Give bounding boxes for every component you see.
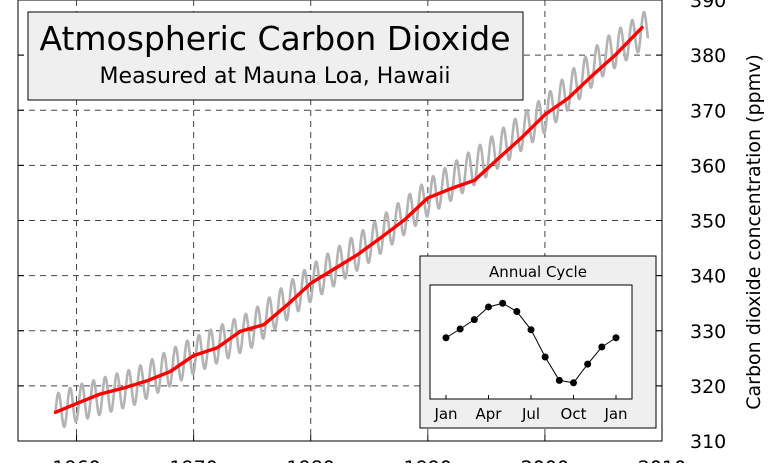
annual-cycle-point xyxy=(456,325,464,333)
inset-tick-label: Jan xyxy=(603,405,627,423)
annual-cycle-point xyxy=(541,353,549,361)
chart-title: Atmospheric Carbon Dioxide xyxy=(39,19,510,58)
title-box: Atmospheric Carbon Dioxide Measured at M… xyxy=(27,11,524,101)
inset-series-layer xyxy=(442,299,620,387)
x-tick-label: 1980 xyxy=(287,457,335,463)
annual-cycle-point xyxy=(485,303,492,311)
inset-box: Annual Cycle Jan Apr Jul Oct Jan xyxy=(419,255,657,429)
annual-cycle-point xyxy=(499,299,507,307)
monthly-co2-line xyxy=(54,10,650,429)
inset-plot-area xyxy=(429,284,633,400)
y-tick-label: 390 xyxy=(690,0,726,12)
inset-tick-label: Jan xyxy=(433,405,457,423)
y-tick-label: 330 xyxy=(690,321,726,343)
y-tick-label: 310 xyxy=(690,431,726,453)
annual-trend-line xyxy=(53,25,644,415)
y-tick-label: 360 xyxy=(690,155,726,177)
x-tick-label: 2010 xyxy=(638,457,686,463)
y-tick-label: 380 xyxy=(690,45,726,67)
y-tick-label: 340 xyxy=(690,266,726,288)
annual-cycle-point xyxy=(470,316,478,324)
inset-tick-label: Jul xyxy=(521,405,540,423)
inset-tick-label: Apr xyxy=(476,405,503,423)
x-tick-label: 1960 xyxy=(52,457,100,463)
x-tick-label: 1970 xyxy=(169,457,217,463)
title-box-background xyxy=(27,11,524,101)
x-tick-label: 2000 xyxy=(521,457,569,463)
annual-cycle-point xyxy=(513,308,521,316)
x-axis-ticks: 1960 1970 1980 1990 2000 2010 xyxy=(52,435,686,467)
inset-title: Annual Cycle xyxy=(489,263,587,281)
chart-subtitle: Measured at Mauna Loa, Hawaii xyxy=(100,64,451,89)
annual-cycle-point xyxy=(612,334,620,342)
y-axis-ticks: 310 320 330 340 350 360 370 380 390 xyxy=(18,0,726,453)
annual-cycle-point xyxy=(527,326,535,334)
annual-cycle-point xyxy=(555,376,563,384)
y-tick-label: 370 xyxy=(690,100,726,122)
main-series-layer xyxy=(53,10,650,429)
y-tick-label: 350 xyxy=(690,211,726,233)
y-axis-label: Carbon dioxide concentration (ppmv) xyxy=(743,54,765,410)
inset-tick-label: Oct xyxy=(561,405,587,423)
x-tick-label: 1990 xyxy=(404,457,452,463)
annual-cycle-point xyxy=(442,334,450,342)
annual-cycle-point xyxy=(598,343,606,351)
annual-cycle-point xyxy=(570,379,577,387)
inset-x-ticks: Jan Apr Jul Oct Jan xyxy=(433,395,628,423)
annual-cycle-point xyxy=(584,360,592,368)
y-tick-label: 320 xyxy=(690,376,726,398)
